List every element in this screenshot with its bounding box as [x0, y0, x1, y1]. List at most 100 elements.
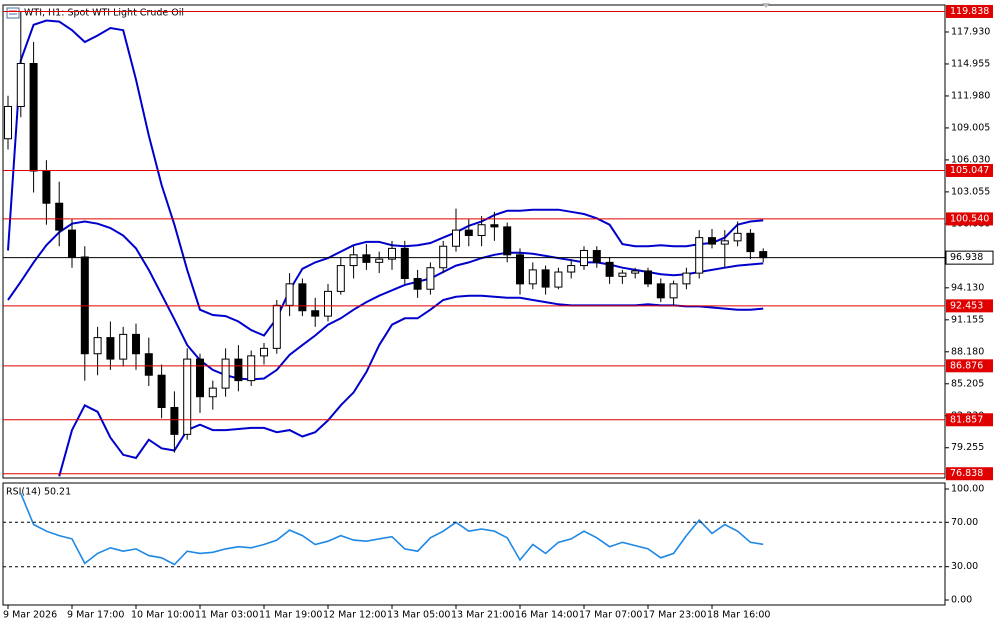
candle-body	[528, 269, 537, 285]
candle-body	[388, 247, 396, 260]
candle-body	[324, 290, 332, 317]
band-line	[7, 19, 764, 337]
candle-body	[68, 229, 76, 258]
x-tick-label: 9 Mar 2026	[3, 610, 57, 621]
candle-body	[746, 232, 755, 253]
y-tick-label: 94.130	[951, 282, 984, 293]
x-tick-label: 11 Mar 03:00	[195, 610, 258, 621]
x-tick-label: 17 Mar 23:00	[643, 610, 706, 621]
x-tick-label: 10 Mar 10:00	[131, 610, 194, 621]
candle-body	[695, 237, 704, 274]
candle-body	[541, 269, 550, 288]
x-tick-label: 11 Mar 19:00	[259, 610, 322, 621]
candle-body	[55, 202, 64, 231]
band-line	[58, 294, 764, 477]
candle-body	[183, 358, 192, 435]
candle-body	[708, 237, 716, 245]
y-tick-label: 85.205	[951, 378, 984, 389]
candle-body	[567, 265, 576, 273]
level-label: 81.857	[950, 414, 983, 425]
last-price-bg	[945, 250, 994, 265]
x-tick-label: 13 Mar 05:00	[387, 610, 450, 621]
candle-body	[272, 304, 281, 349]
candle-body	[132, 333, 140, 355]
level-label-bg	[946, 413, 993, 427]
candle-body	[336, 265, 345, 292]
y-tick-label: 70.00	[951, 517, 978, 528]
level-label: 76.838	[950, 468, 983, 479]
y-tick-label: 103.055	[951, 186, 990, 197]
level-label-bg	[946, 299, 993, 313]
rsi-panel	[2, 482, 946, 606]
candle-body	[656, 283, 665, 299]
candle-body	[400, 247, 409, 279]
y-tick-label: 106.030	[951, 154, 990, 165]
y-tick-label: 91.155	[951, 314, 984, 325]
candle-body	[439, 245, 448, 269]
x-tick-label: 13 Mar 21:00	[451, 610, 514, 621]
candle-body	[631, 270, 640, 274]
candle-body	[80, 256, 89, 355]
level-label: 92.453	[950, 300, 983, 311]
candle-body	[311, 310, 320, 317]
level-label: 100.540	[950, 213, 989, 224]
candle-body	[29, 62, 38, 172]
y-tick-label: 30.00	[951, 561, 978, 572]
y-tick-label: 109.005	[951, 122, 990, 133]
candle-body	[260, 347, 268, 357]
candle-body	[247, 355, 256, 382]
candle-body	[196, 358, 204, 398]
level-label-bg	[946, 4, 993, 18]
candle-body	[16, 62, 25, 107]
x-tick-label: 9 Mar 17:00	[67, 610, 124, 621]
candle-body	[42, 170, 51, 204]
candle-body	[503, 226, 512, 256]
band-line	[7, 220, 764, 381]
y-tick-label: 79.255	[951, 442, 984, 453]
level-label: 119.838	[950, 6, 989, 17]
y-tick-label: 111.980	[951, 90, 990, 101]
candle-body	[618, 272, 627, 277]
last-price-label: 96.938	[950, 252, 983, 263]
candle-body	[682, 272, 691, 285]
candle-body	[669, 283, 678, 299]
candle-body	[298, 283, 307, 312]
candle-body	[477, 224, 486, 236]
candle-body	[106, 337, 115, 360]
candle-body	[759, 251, 768, 259]
level-label-bg	[946, 163, 993, 177]
candle-body	[426, 267, 435, 290]
candle-body	[516, 254, 524, 285]
level-label-bg	[946, 467, 993, 481]
candle-body	[720, 240, 729, 245]
symbol-icon	[6, 7, 20, 19]
rsi-line	[20, 493, 764, 566]
y-tick-label: 88.180	[951, 346, 984, 357]
y-tick-label: 100.00	[951, 483, 984, 494]
candle-body	[554, 271, 563, 288]
candle-body	[157, 374, 166, 408]
candle-body	[362, 254, 371, 263]
chart-title: WTI, H1: Spot WTI Light Crude Oil	[24, 8, 184, 19]
y-tick-label: 114.955	[951, 58, 990, 69]
candle-body	[208, 387, 217, 398]
candle-body	[144, 353, 153, 376]
candle-body	[4, 105, 12, 140]
candle-body	[490, 224, 499, 228]
level-label-bg	[946, 359, 993, 373]
level-label: 86.876	[950, 360, 983, 371]
x-tick-label: 17 Mar 07:00	[579, 610, 642, 621]
candle-body	[733, 232, 742, 242]
candle-body	[452, 229, 460, 247]
scroll-marker	[762, 3, 770, 8]
candle-body	[605, 261, 614, 277]
main-panel	[2, 4, 946, 479]
candle-body	[234, 358, 243, 382]
candle-body	[93, 337, 102, 355]
plot-area	[20, 493, 764, 566]
candle-body	[413, 277, 422, 290]
level-label-bg	[946, 212, 993, 226]
candle-body	[644, 270, 652, 285]
y-tick-label: 0.00	[951, 595, 972, 606]
